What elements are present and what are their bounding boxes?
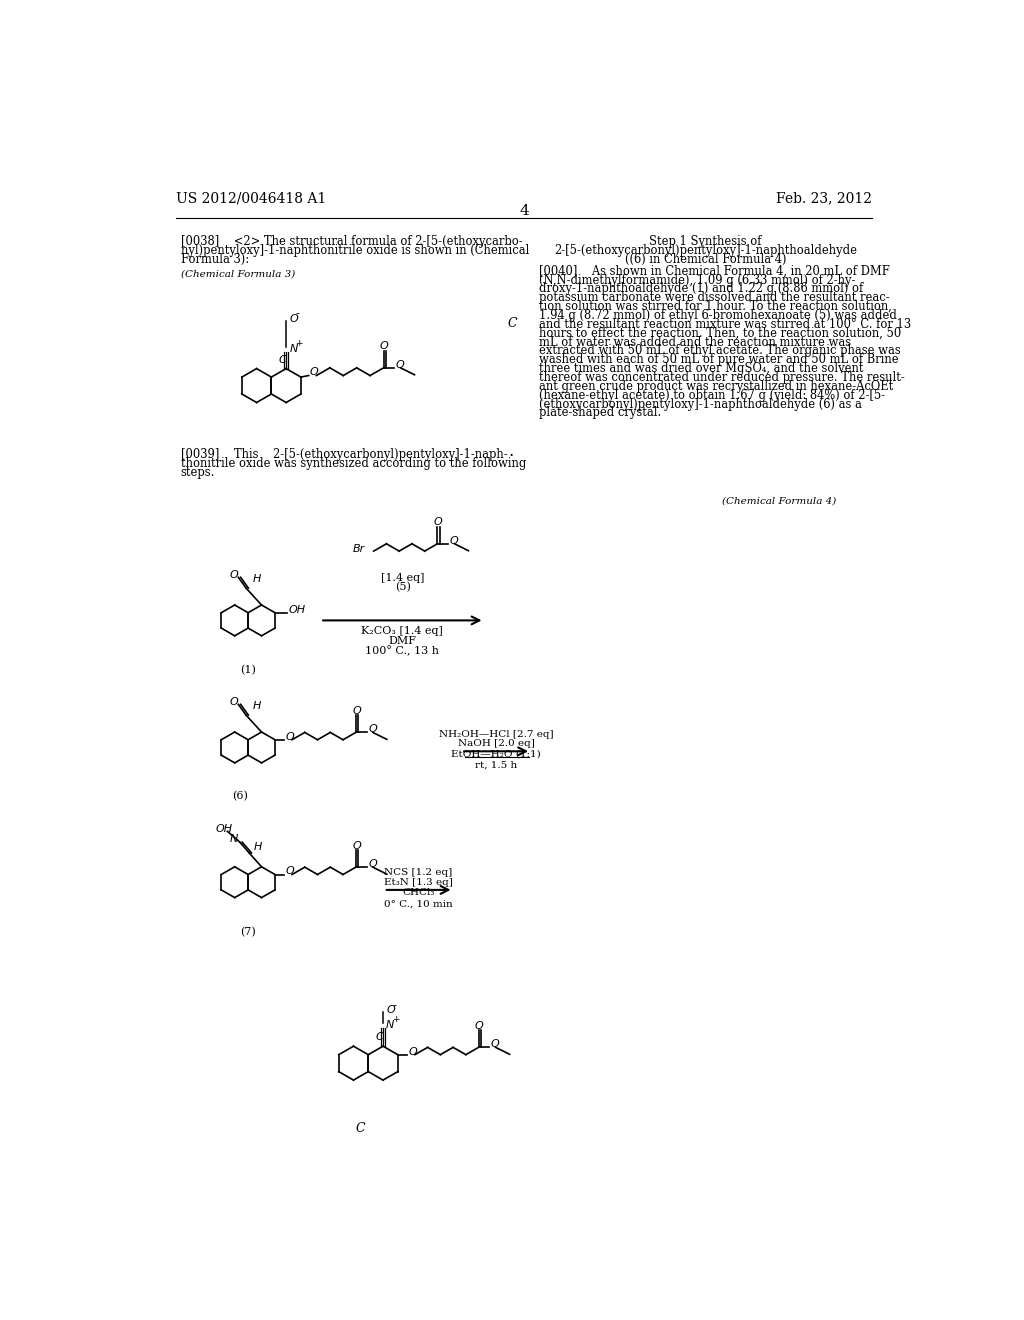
Text: tion solution was stirred for 1 hour. To the reaction solution,: tion solution was stirred for 1 hour. To… <box>539 300 892 313</box>
Text: H: H <box>254 842 262 851</box>
Text: O: O <box>380 342 389 351</box>
Text: C: C <box>508 317 517 330</box>
Text: (5): (5) <box>395 582 411 593</box>
Text: O: O <box>396 360 404 370</box>
Text: O: O <box>352 841 360 850</box>
Text: NaOH [2.0 eq]: NaOH [2.0 eq] <box>458 739 535 748</box>
Text: NCS [1.2 eq]: NCS [1.2 eq] <box>384 869 453 878</box>
Text: ((6) in Chemical Formula 4): ((6) in Chemical Formula 4) <box>625 252 786 265</box>
Text: Formula 3):: Formula 3): <box>180 252 249 265</box>
Text: steps.: steps. <box>180 466 215 479</box>
Text: Br: Br <box>352 544 365 554</box>
Text: Step 1 Synthesis of: Step 1 Synthesis of <box>649 235 762 248</box>
Text: 1.94 g (8.72 mmol) of ethyl 6-bromohexanoate (5) was added: 1.94 g (8.72 mmol) of ethyl 6-bromohexan… <box>539 309 897 322</box>
Text: O: O <box>352 706 360 715</box>
Text: OH: OH <box>215 824 232 834</box>
Text: N: N <box>229 834 238 843</box>
Text: 100° C., 13 h: 100° C., 13 h <box>366 645 439 656</box>
Text: K₂CO₃ [1.4 eq]: K₂CO₃ [1.4 eq] <box>361 626 443 636</box>
Text: US 2012/0046418 A1: US 2012/0046418 A1 <box>176 191 327 206</box>
Text: N: N <box>289 345 298 354</box>
Text: H: H <box>252 701 261 711</box>
Text: .: . <box>508 442 513 459</box>
Text: OH: OH <box>288 605 305 615</box>
Text: Feb. 23, 2012: Feb. 23, 2012 <box>776 191 872 206</box>
Text: +: + <box>392 1015 399 1024</box>
Text: plate-shaped crystal.: plate-shaped crystal. <box>539 407 662 420</box>
Text: and the resultant reaction mixture was stirred at 100° C. for 13: and the resultant reaction mixture was s… <box>539 318 911 331</box>
Text: (6): (6) <box>232 791 248 801</box>
Text: -: - <box>392 999 396 1010</box>
Text: 2-[5-(ethoxycarbonyl)pentyloxy]-1-naphthoaldehyde: 2-[5-(ethoxycarbonyl)pentyloxy]-1-naphth… <box>554 244 857 257</box>
Text: 0° C., 10 min: 0° C., 10 min <box>384 899 453 908</box>
Text: NH₂OH—HCl [2.7 eq]: NH₂OH—HCl [2.7 eq] <box>439 730 553 739</box>
Text: 4: 4 <box>520 203 529 218</box>
Text: O: O <box>369 725 377 734</box>
Text: thonitrile oxide was synthesized according to the following: thonitrile oxide was synthesized accordi… <box>180 457 526 470</box>
Text: O: O <box>490 1039 500 1049</box>
Text: droxy-1-naphthoaldehyde (1) and 1.22 g (8.86 mmol) of: droxy-1-naphthoaldehyde (1) and 1.22 g (… <box>539 282 863 296</box>
Text: O: O <box>229 697 238 708</box>
Text: O: O <box>309 367 318 378</box>
Text: O: O <box>229 570 238 579</box>
Text: hours to effect the reaction. Then, to the reaction solution, 50: hours to effect the reaction. Then, to t… <box>539 326 901 339</box>
Text: +: + <box>296 339 303 347</box>
Text: [1.4 eq]: [1.4 eq] <box>381 573 425 583</box>
Text: Et₃N [1.3 eq]: Et₃N [1.3 eq] <box>384 878 453 887</box>
Text: C: C <box>279 355 286 366</box>
Text: N: N <box>386 1020 394 1031</box>
Text: O: O <box>369 859 377 869</box>
Text: (ethoxycarbonyl)pentyloxy]-1-naphthoaldehyde (6) as a: (ethoxycarbonyl)pentyloxy]-1-naphthoalde… <box>539 397 861 411</box>
Text: thereof was concentrated under reduced pressure. The result-: thereof was concentrated under reduced p… <box>539 371 904 384</box>
Text: rt, 1.5 h: rt, 1.5 h <box>475 760 517 770</box>
Text: C: C <box>355 1122 366 1135</box>
Text: O: O <box>434 517 442 527</box>
Text: nyl)pentyloxy]-1-naphthonitrile oxide is shown in (Chemical: nyl)pentyloxy]-1-naphthonitrile oxide is… <box>180 244 529 257</box>
Text: O: O <box>450 536 459 545</box>
Text: O: O <box>286 731 295 742</box>
Text: [0039]    This    2-[5-(ethoxycarbonyl)pentyloxy]-1-naph-: [0039] This 2-[5-(ethoxycarbonyl)pentylo… <box>180 449 507 462</box>
Text: O: O <box>386 1005 395 1015</box>
Text: potassium carbonate were dissolved and the resultant reac-: potassium carbonate were dissolved and t… <box>539 292 890 305</box>
Text: mL of water was added and the reaction mixture was: mL of water was added and the reaction m… <box>539 335 851 348</box>
Text: (N,N-dimethylformamide), 1.09 g (6.33 mmol) of 2-hy-: (N,N-dimethylformamide), 1.09 g (6.33 mm… <box>539 273 855 286</box>
Text: (7): (7) <box>241 927 256 937</box>
Text: O: O <box>289 314 298 323</box>
Text: ant green crude product was recrystallized in hexane-AcOEt: ant green crude product was recrystalliz… <box>539 380 893 393</box>
Text: -: - <box>296 308 299 318</box>
Text: CHCl₃: CHCl₃ <box>402 888 435 898</box>
Text: (Chemical Formula 4): (Chemical Formula 4) <box>722 496 837 506</box>
Text: (hexane-ethyl acetate) to obtain 1.67 g (yield: 84%) of 2-[5-: (hexane-ethyl acetate) to obtain 1.67 g … <box>539 388 885 401</box>
Text: (1): (1) <box>241 665 256 676</box>
Text: washed with each of 50 mL of pure water and 50 mL of Brine: washed with each of 50 mL of pure water … <box>539 354 898 366</box>
Text: O: O <box>409 1047 418 1056</box>
Text: (Chemical Formula 3): (Chemical Formula 3) <box>180 269 295 279</box>
Text: three times and was dried over MgSO₄, and the solvent: three times and was dried over MgSO₄, an… <box>539 362 863 375</box>
Text: DMF: DMF <box>388 636 417 647</box>
Text: O: O <box>475 1020 483 1031</box>
Text: O: O <box>286 866 295 876</box>
Text: H: H <box>252 574 261 583</box>
Text: C: C <box>375 1032 383 1041</box>
Text: [0038]    <2> The structural formula of 2-[5-(ethoxycarbo-: [0038] <2> The structural formula of 2-[… <box>180 235 522 248</box>
Text: extracted with 50 mL of ethyl acetate. The organic phase was: extracted with 50 mL of ethyl acetate. T… <box>539 345 900 358</box>
Text: EtOH—H₂O (1:1): EtOH—H₂O (1:1) <box>452 750 541 759</box>
Text: [0040]    As shown in Chemical Formula 4, in 20 mL of DMF: [0040] As shown in Chemical Formula 4, i… <box>539 265 890 277</box>
